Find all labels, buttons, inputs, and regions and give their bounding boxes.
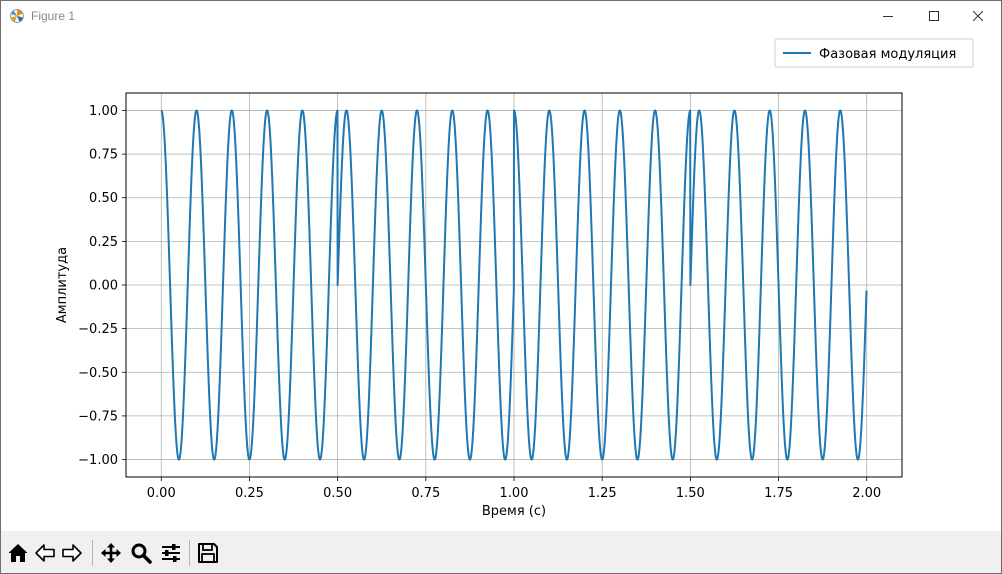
x-axis-label: Время (с) <box>482 504 546 519</box>
configure-subplots-button[interactable] <box>158 540 184 566</box>
close-icon <box>973 11 983 21</box>
toolbar-separator <box>92 540 93 566</box>
y-tick-label: −0.75 <box>78 409 118 424</box>
maximize-button[interactable] <box>911 1 957 31</box>
y-tick-label: −1.00 <box>78 453 118 468</box>
matplotlib-logo-icon <box>9 8 25 24</box>
back-arrow-icon <box>34 542 56 564</box>
y-tick-label: −0.50 <box>78 366 118 381</box>
zoom-button[interactable] <box>128 540 154 566</box>
y-tick-label: 0.75 <box>89 148 118 163</box>
back-button[interactable] <box>32 540 58 566</box>
chart: 0.00 0.25 0.50 0.75 1.00 1.25 1.50 1.75 2.00 −1.0… <box>1 31 1001 531</box>
move-icon <box>100 542 122 564</box>
x-tick-label: 0.00 <box>147 486 176 501</box>
save-button[interactable] <box>195 540 221 566</box>
x-tick-label: 0.75 <box>411 486 440 501</box>
y-tick-label: 0.50 <box>89 191 118 206</box>
maximize-icon <box>929 11 939 21</box>
legend-label: Фазовая модуляция <box>819 47 956 62</box>
pan-button[interactable] <box>98 540 124 566</box>
close-button[interactable] <box>955 1 1001 31</box>
y-tick-label: 0.00 <box>89 279 118 294</box>
toolbar-separator <box>189 540 190 566</box>
x-tick-label: 1.50 <box>676 486 705 501</box>
navigation-toolbar <box>1 531 1001 573</box>
x-tick-label: 1.25 <box>588 486 617 501</box>
forward-arrow-icon <box>61 542 83 564</box>
x-tick-label: 0.25 <box>235 486 264 501</box>
x-tick-label: 0.50 <box>323 486 352 501</box>
home-button[interactable] <box>5 540 31 566</box>
x-tick-label: 2.00 <box>852 486 881 501</box>
y-tick-label: 1.00 <box>89 104 118 119</box>
figure-canvas[interactable]: 0.00 0.25 0.50 0.75 1.00 1.25 1.50 1.75 2.00 −1.0… <box>1 31 1001 531</box>
y-tick-label: −0.25 <box>78 322 118 337</box>
y-tick-label: 0.25 <box>89 235 118 250</box>
forward-button[interactable] <box>59 540 85 566</box>
sliders-icon <box>160 542 182 564</box>
minimize-button[interactable] <box>865 1 911 31</box>
x-tick-label: 1.75 <box>764 486 793 501</box>
x-tick-label: 1.00 <box>500 486 529 501</box>
minimize-icon <box>883 11 893 21</box>
y-axis-label: Амплитуда <box>55 247 70 323</box>
magnifier-icon <box>130 542 152 564</box>
legend: Фазовая модуляция <box>775 39 973 67</box>
window-title: Figure 1 <box>31 9 75 23</box>
home-icon <box>7 542 29 564</box>
floppy-disk-icon <box>197 542 219 564</box>
title-bar[interactable]: Figure 1 <box>1 1 1001 31</box>
